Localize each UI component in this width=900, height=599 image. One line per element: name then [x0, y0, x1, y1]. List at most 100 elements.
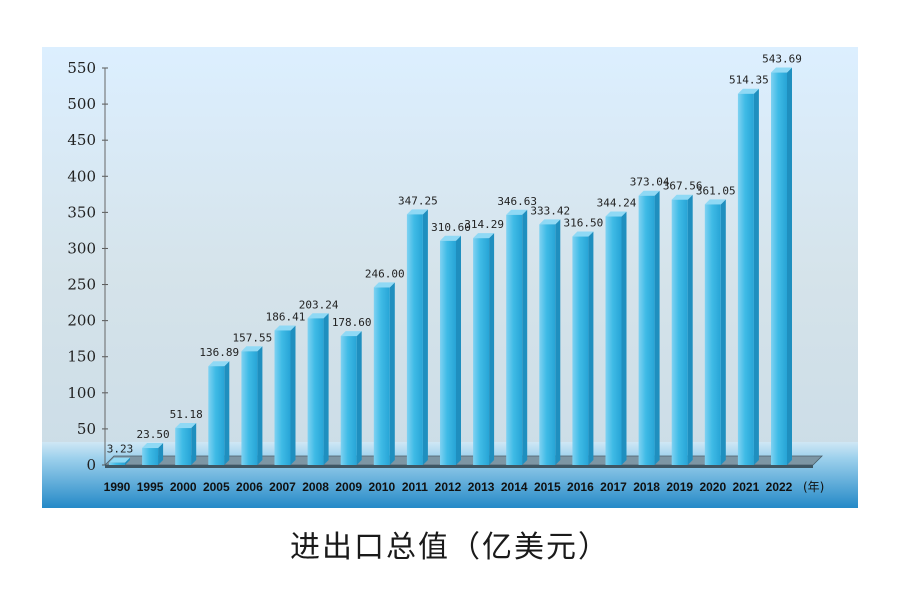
- bar-front: [473, 238, 490, 465]
- bar-front: [671, 199, 688, 465]
- value-label: 157.55: [233, 331, 273, 344]
- bar-front: [440, 240, 456, 465]
- x-tick-label: 2016: [567, 480, 594, 494]
- chart-panel: 0 50 100 150 200 250 300 350 400 450 500 550 3.23 23…: [42, 47, 858, 508]
- bar-top: [340, 331, 362, 337]
- bar-2009: [340, 331, 362, 465]
- value-label: 186.41: [266, 310, 306, 323]
- bar-2022: [771, 67, 792, 465]
- bar-front: [241, 351, 258, 465]
- bar-side: [323, 313, 329, 465]
- value-label: 344.24: [597, 197, 637, 210]
- bar-2006: [241, 346, 263, 465]
- y-tick-label: 300: [67, 239, 96, 257]
- bar-top: [406, 209, 428, 215]
- y-axis: 0 50 100 150 200 250 300 350 400 450 500 550: [67, 59, 108, 474]
- bar-top: [440, 235, 461, 241]
- bar-top: [208, 361, 230, 367]
- bar-top: [373, 282, 395, 288]
- x-tick-label: 2008: [302, 480, 329, 494]
- x-tick-label: 2000: [170, 480, 197, 494]
- bar-top: [638, 190, 660, 196]
- x-tick-label: 2009: [335, 480, 362, 494]
- value-label: 3.23: [107, 443, 134, 456]
- value-label: 361.05: [696, 184, 736, 197]
- value-label: 136.89: [199, 346, 239, 359]
- floor-edge: [105, 465, 813, 468]
- bar-top: [142, 443, 164, 449]
- x-tick-label: 2010: [368, 480, 395, 494]
- bar-front: [737, 93, 754, 465]
- bar-front: [340, 336, 357, 465]
- bar-2007: [274, 325, 296, 465]
- bar-front: [175, 428, 192, 465]
- y-tick-label: 250: [67, 276, 96, 294]
- value-label: 347.25: [398, 194, 438, 207]
- bar-top: [771, 67, 792, 73]
- bar-side: [489, 233, 495, 465]
- bar-front: [605, 216, 622, 465]
- x-tick-label: 2018: [633, 480, 660, 494]
- y-tick-label: 150: [67, 348, 96, 366]
- bar-front: [771, 72, 787, 465]
- value-label: 246.00: [365, 267, 405, 280]
- bar-2010: [373, 282, 395, 465]
- x-tick-label: 2005: [203, 480, 230, 494]
- y-tick-label: 0: [86, 456, 96, 474]
- x-tick-label: 1990: [104, 480, 131, 494]
- bar-side: [389, 282, 395, 465]
- bar-side: [720, 199, 726, 465]
- bar-2017: [605, 211, 627, 465]
- x-unit-label: (年): [803, 480, 824, 494]
- bar-top: [307, 313, 329, 319]
- x-tick-label: 2012: [435, 480, 462, 494]
- value-label: 333.42: [530, 204, 570, 217]
- bar-chart: 0 50 100 150 200 250 300 350 400 450 500 550 3.2323…: [42, 47, 858, 508]
- value-label: 310.60: [431, 221, 471, 234]
- bar-top: [605, 211, 627, 217]
- value-label: 203.24: [299, 298, 339, 311]
- bar-side: [687, 194, 693, 465]
- bar-top: [241, 346, 263, 352]
- y-tick-label: 100: [67, 384, 96, 402]
- bar-front: [638, 195, 655, 465]
- bar-side: [787, 67, 792, 465]
- bar-front: [704, 204, 721, 465]
- bar-side: [555, 219, 561, 465]
- bar-2018: [638, 190, 660, 465]
- bar-2011: [406, 209, 428, 465]
- x-tick-label: 2020: [699, 480, 726, 494]
- bar-front: [539, 224, 556, 465]
- x-tick-label: 2022: [766, 480, 793, 494]
- x-tick-label: 2006: [236, 480, 263, 494]
- bar-side: [456, 235, 461, 465]
- value-label: 543.69: [762, 53, 802, 66]
- bar-side: [125, 457, 130, 465]
- x-tick-label: 2014: [501, 480, 528, 494]
- bar-side: [654, 190, 660, 465]
- bar-side: [191, 423, 197, 465]
- chart-caption: 进出口总值（亿美元）: [290, 530, 610, 565]
- y-tick-label: 200: [67, 312, 96, 330]
- bar-top: [274, 325, 296, 331]
- bar-2021: [737, 88, 759, 465]
- x-tick-label: 2017: [600, 480, 627, 494]
- bar-front: [142, 448, 159, 465]
- value-label: 314.29: [464, 218, 504, 231]
- value-label: 367.56: [663, 180, 703, 193]
- x-tick-label: 2011: [402, 480, 428, 494]
- bar-2014: [506, 209, 528, 465]
- x-axis-labels: 1990 1995 2000 2005 2006 2007 2008 2009 2010 2011…: [104, 480, 825, 494]
- value-label: 316.50: [564, 217, 604, 230]
- bar-front: [307, 318, 324, 465]
- bar-2005: [208, 361, 230, 465]
- bar-front: [373, 287, 390, 465]
- bar-front: [572, 236, 589, 465]
- bars-group: [109, 67, 792, 465]
- bar-side: [257, 346, 263, 465]
- value-label: 23.50: [137, 428, 170, 441]
- bar-side: [588, 231, 594, 465]
- bar-top: [704, 199, 726, 205]
- bar-2016: [572, 231, 594, 465]
